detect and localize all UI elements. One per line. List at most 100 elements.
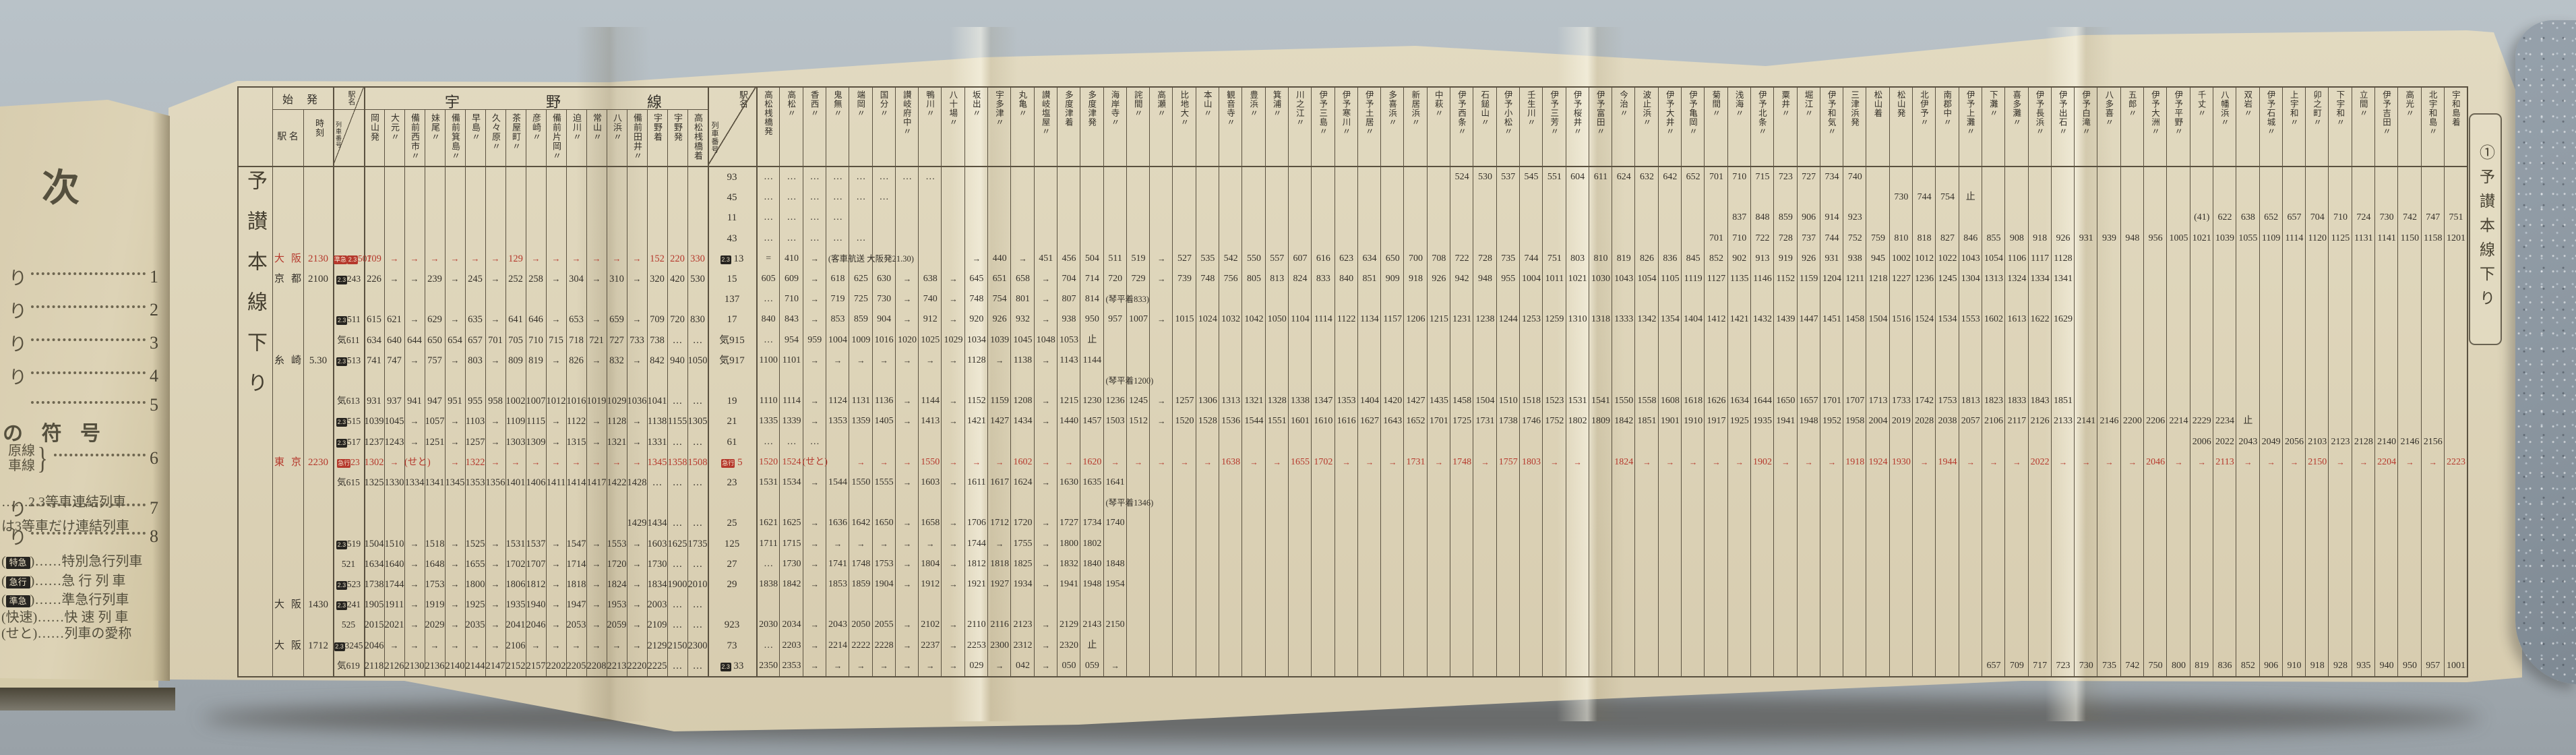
start-station-name: 大阪 [274,636,301,656]
time-cell: 715 [1755,172,1770,182]
time-cell: 1016 [874,334,894,345]
train-number: 61 [727,436,737,448]
time-cell: 1447 [1799,314,1818,325]
time-cell: 759 [1871,233,1886,243]
time-cell: 1851 [1637,416,1657,427]
station-header: 伊予小松〃 [1502,90,1512,136]
time-cell: … [692,334,703,346]
time-cell: 727 [609,334,624,346]
time-cell: 1536 [1221,416,1241,427]
time-cell: 042 [1015,660,1030,671]
time-cell: 1201 [2447,233,2466,243]
time-cell: 1208 [1013,396,1033,406]
time-cell: 1809 [1591,416,1610,427]
time-cell: 912 [923,314,938,325]
time-cell: 824 [1293,274,1308,284]
time-cell: 1531 [1568,396,1587,406]
time-cell: → [1041,478,1050,487]
annotation: (琴平着833) [1105,295,1150,305]
station-header: 久々原〃 [491,113,501,151]
time-cell: 652 [2264,212,2279,223]
time-cell: → [2081,457,2091,467]
time-cell: 1004 [1522,274,1541,284]
time-cell: 754 [992,294,1007,305]
toc-page-number: 4 [150,365,158,386]
time-cell: 744 [1524,253,1539,264]
time-cell: 2228 [874,640,894,651]
time-cell: 1657 [1799,396,1818,406]
station-header: 伊予三芳〃 [1549,90,1559,136]
grid-line [1311,86,1312,676]
time-cell: 906 [2264,660,2279,671]
time-cell: 1131 [2354,233,2373,243]
time-cell: 926 [1432,274,1446,284]
station-header: 伊予和気〃 [1826,90,1836,136]
time-cell: 1440 [1060,416,1079,427]
station-header: 本山〃 [1202,90,1212,118]
time-cell: 258 [528,274,543,284]
grid-line [1357,86,1358,676]
grid-line [2420,86,2422,676]
grid-line [756,86,758,676]
station-header: 坂出〃 [971,90,981,118]
time-cell: 1404 [1684,314,1703,325]
time-cell: 2156 [2423,436,2443,447]
time-cell: 1715 [782,538,801,549]
time-cell: 2213 [607,660,627,671]
time-cell: 1359 [851,416,871,427]
time-cell: 2050 [851,620,871,630]
station-header: 中萩〃 [1433,90,1443,118]
time-cell: → [592,456,601,467]
station-header: 詫間〃 [1132,90,1142,118]
time-cell: → [491,253,500,264]
time-cell: 1428 [627,477,647,488]
station-header: 下灘〃 [1988,90,1998,118]
time-cell: 2126 [2030,416,2050,427]
time-cell: 920 [969,314,984,325]
legend-pre: ( [1,554,6,569]
time-cell: → [551,436,561,447]
time-cell: 1313 [1984,274,2004,284]
time-cell: 640 [387,334,402,346]
time-cell: → [1018,253,1027,264]
time-cell: 852 [1709,253,1723,264]
time-cell: 1625 [667,538,687,549]
time-cell: 1159 [990,396,1009,406]
time-cell: 1124 [828,396,847,406]
time-cell: … [672,477,683,488]
time-cell: 1550 [1614,396,1634,406]
time-cell: 1851 [2053,396,2073,406]
time-cell: 440 [992,253,1007,264]
time-cell: 710 [528,334,543,346]
train-class-badge: 2.3 [336,438,347,448]
time-cell: → [902,539,912,549]
train-number: 2.3 523 [336,579,361,590]
time-cell: 659 [609,314,624,326]
grid-line [505,109,506,676]
train-number: 2.3 13 [720,253,744,264]
time-cell: 837 [1732,212,1747,223]
time-cell: 1304 [1961,274,1980,284]
time-cell: → [572,253,581,264]
time-cell: 642 [1663,172,1678,182]
time-cell: 2202 [546,660,566,671]
time-cell: 1803 [1522,456,1541,467]
time-cell: 245 [468,274,483,284]
time-cell: 2046 [364,640,384,651]
time-cell: 1823 [1984,396,2004,406]
time-cell: → [592,579,601,589]
train-number: 2.3 3245 [334,640,363,651]
time-cell: → [949,417,958,427]
time-cell: 1244 [1498,314,1518,325]
time-cell: → [592,436,601,447]
time-cell: → [1250,457,1258,467]
time-cell: … [787,192,797,203]
grid-line [1727,86,1728,676]
start-station-char: 崎 [290,355,301,366]
grid-line [237,86,239,677]
toc-page-number: 2 [150,299,158,320]
time-cell: 1306 [1198,396,1217,406]
